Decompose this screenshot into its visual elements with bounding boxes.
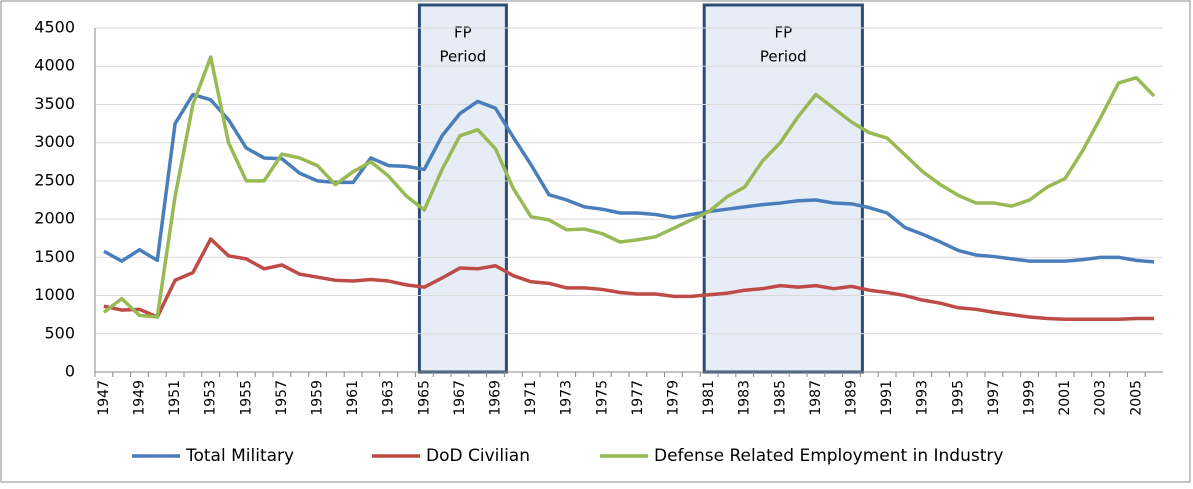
x-tick-label: 1983 <box>737 380 753 416</box>
x-tick-label: 1985 <box>772 380 788 416</box>
y-tick-label: 3000 <box>34 132 75 151</box>
y-tick-label: 1000 <box>34 285 75 304</box>
y-tick-label: 4500 <box>34 18 75 37</box>
x-tick-label: 1965 <box>416 380 432 416</box>
x-tick-label: 1981 <box>701 380 717 416</box>
x-tick-label: 1993 <box>915 380 931 416</box>
x-tick-label: 1989 <box>844 380 860 416</box>
x-tick-label: 1987 <box>808 380 824 416</box>
x-tick-label: 1997 <box>986 380 1002 416</box>
legend-label: Total Military <box>185 446 294 466</box>
series-line <box>103 237 1155 322</box>
x-tick-label: 1961 <box>345 380 361 416</box>
y-tick-label: 4000 <box>34 56 75 75</box>
x-tick-label: 1971 <box>523 380 539 416</box>
x-tick-label: 1953 <box>203 380 219 416</box>
annotation-text: Period <box>440 48 487 66</box>
x-tick-label: 1973 <box>559 380 575 416</box>
x-tick-label: 1949 <box>132 380 148 416</box>
annotation-text: FP <box>774 24 792 42</box>
x-tick-label: 1951 <box>167 380 183 416</box>
y-tick-label: 1500 <box>34 247 75 266</box>
x-tick-label: 1947 <box>96 380 112 416</box>
x-tick-label: 2001 <box>1057 380 1073 416</box>
x-tick-label: 1959 <box>310 380 326 416</box>
y-tick-label: 0 <box>65 362 75 381</box>
series-line <box>102 55 1156 319</box>
legend-label: Defense Related Employment in Industry <box>654 446 1003 466</box>
y-tick-label: 2500 <box>34 170 75 189</box>
y-tick-label: 3500 <box>34 94 75 113</box>
x-tick-label: 1969 <box>488 380 504 416</box>
x-tick-label: 1963 <box>381 380 397 416</box>
x-tick-label: 1977 <box>630 380 646 416</box>
x-tick-label: 2005 <box>1128 380 1144 416</box>
annotation-text: Period <box>760 48 807 66</box>
legend-label: DoD Civilian <box>426 446 530 466</box>
x-tick-label: 1955 <box>238 380 254 416</box>
x-tick-label: 1995 <box>950 380 966 416</box>
x-tick-label: 1957 <box>274 380 290 416</box>
y-tick-label: 500 <box>44 323 75 342</box>
x-tick-label: 1967 <box>452 380 468 416</box>
x-tick-label: 1975 <box>594 380 610 416</box>
x-tick-label: 1999 <box>1022 380 1038 416</box>
y-tick-label: 2000 <box>34 209 75 228</box>
x-tick-label: 2003 <box>1093 380 1109 416</box>
x-tick-label: 1991 <box>879 380 895 416</box>
x-tick-label: 1979 <box>666 380 682 416</box>
annotation-text: FP <box>454 24 472 42</box>
